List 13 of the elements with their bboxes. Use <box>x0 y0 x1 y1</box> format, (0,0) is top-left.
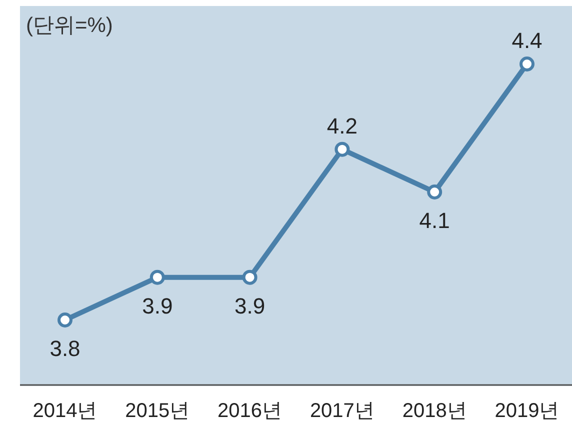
x-tick: 2014년 <box>32 400 98 422</box>
x-tick: 2018년 <box>402 400 467 422</box>
data-label: 4.1 <box>419 208 450 233</box>
data-label: 3.8 <box>50 336 80 361</box>
x-tick: 2015년 <box>125 400 190 422</box>
x-tick: 2016년 <box>218 400 282 422</box>
annotation: (단위=%) <box>26 14 113 37</box>
data-label: 4.2 <box>326 113 358 138</box>
data-label: 4.4 <box>512 28 542 53</box>
x-tick: 2017년 <box>310 400 374 422</box>
data-label: 3.9 <box>234 293 266 318</box>
data-label: 3.9 <box>142 293 173 318</box>
x-tick: 2019년 <box>494 400 560 422</box>
